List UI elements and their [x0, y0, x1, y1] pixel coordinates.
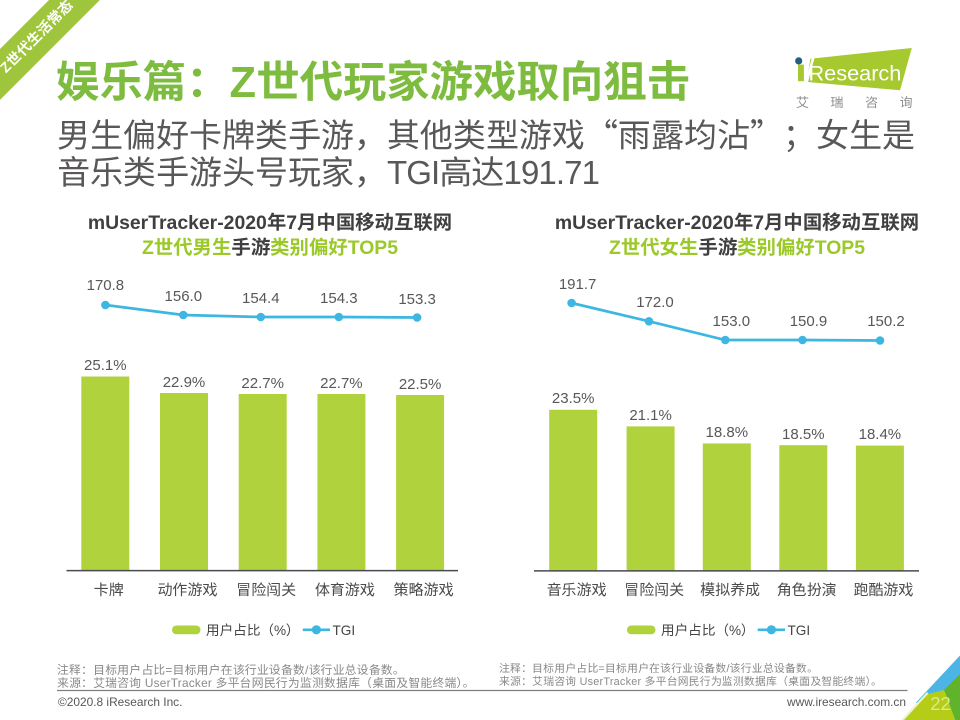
svg-text:Research: Research — [809, 60, 902, 85]
